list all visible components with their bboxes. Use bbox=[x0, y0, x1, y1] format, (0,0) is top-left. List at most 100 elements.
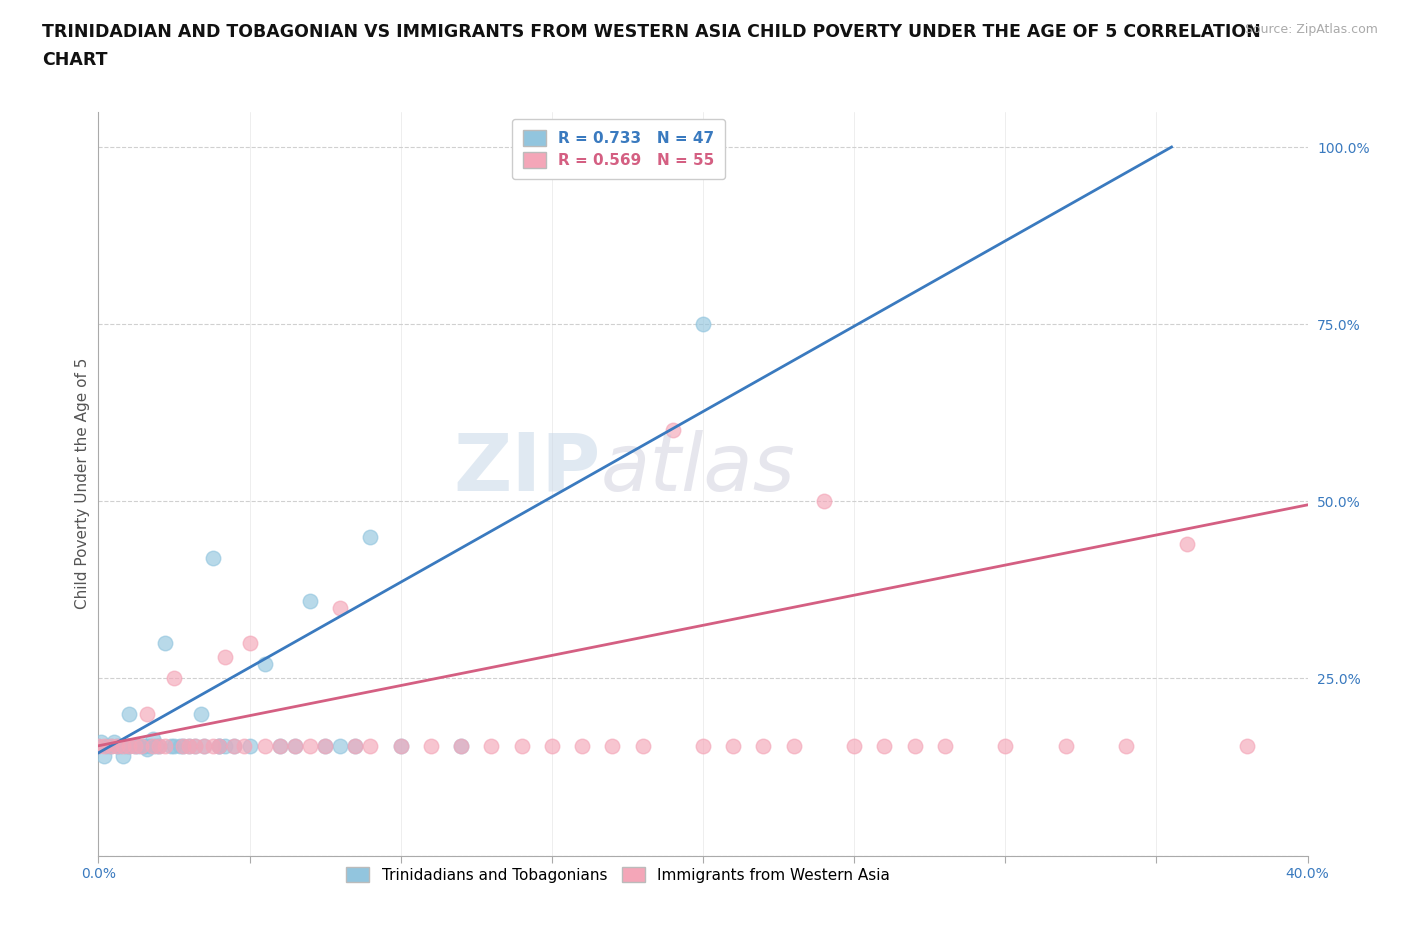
Point bbox=[100, 738, 122, 753]
Point bbox=[752, 738, 775, 753]
Point bbox=[389, 738, 412, 753]
Point bbox=[224, 738, 246, 753]
Point bbox=[139, 738, 162, 753]
Point bbox=[184, 738, 207, 753]
Point bbox=[904, 738, 927, 753]
Point bbox=[344, 738, 367, 753]
Point bbox=[105, 738, 128, 753]
Point bbox=[314, 738, 336, 753]
Point bbox=[450, 738, 472, 753]
Point bbox=[193, 738, 215, 753]
Point bbox=[103, 735, 125, 750]
Point bbox=[360, 738, 382, 753]
Point bbox=[481, 738, 503, 753]
Legend: Trinidadians and Tobagonians, Immigrants from Western Asia: Trinidadians and Tobagonians, Immigrants… bbox=[340, 860, 897, 889]
Point bbox=[163, 671, 186, 686]
Point bbox=[93, 749, 115, 764]
Point bbox=[389, 738, 412, 753]
Point bbox=[844, 738, 866, 753]
Text: ZIP: ZIP bbox=[453, 430, 600, 508]
Point bbox=[190, 707, 212, 722]
Point bbox=[172, 738, 194, 753]
Point bbox=[129, 738, 152, 753]
Point bbox=[148, 738, 170, 753]
Point bbox=[1115, 738, 1137, 753]
Point bbox=[87, 738, 110, 753]
Point bbox=[934, 738, 956, 753]
Point bbox=[87, 738, 110, 753]
Point bbox=[253, 738, 276, 753]
Point bbox=[344, 738, 367, 753]
Text: atlas: atlas bbox=[600, 430, 794, 508]
Point bbox=[169, 738, 191, 753]
Y-axis label: Child Poverty Under the Age of 5: Child Poverty Under the Age of 5 bbox=[75, 358, 90, 609]
Point bbox=[873, 738, 896, 753]
Point bbox=[148, 738, 170, 753]
Point bbox=[661, 423, 683, 438]
Text: CHART: CHART bbox=[42, 51, 108, 69]
Point bbox=[96, 738, 118, 753]
Point bbox=[208, 738, 231, 753]
Point bbox=[90, 735, 112, 750]
Point bbox=[160, 738, 183, 753]
Point bbox=[193, 738, 215, 753]
Point bbox=[114, 738, 136, 753]
Point bbox=[135, 742, 157, 757]
Point bbox=[269, 738, 291, 753]
Point bbox=[208, 738, 231, 753]
Point bbox=[93, 738, 115, 753]
Point bbox=[602, 738, 624, 753]
Point bbox=[179, 738, 201, 753]
Point bbox=[284, 738, 307, 753]
Point bbox=[540, 738, 562, 753]
Point bbox=[269, 738, 291, 753]
Point bbox=[1236, 738, 1258, 753]
Point bbox=[329, 738, 352, 753]
Point bbox=[179, 738, 201, 753]
Point bbox=[135, 707, 157, 722]
Point bbox=[1054, 738, 1077, 753]
Point bbox=[360, 529, 382, 544]
Point bbox=[232, 738, 254, 753]
Point bbox=[202, 738, 225, 753]
Point bbox=[202, 551, 225, 565]
Point bbox=[214, 738, 236, 753]
Point bbox=[284, 738, 307, 753]
Point bbox=[184, 738, 207, 753]
Point bbox=[163, 738, 186, 753]
Point bbox=[132, 738, 155, 753]
Point bbox=[142, 738, 165, 753]
Point bbox=[450, 738, 472, 753]
Point bbox=[118, 738, 141, 753]
Text: TRINIDADIAN AND TOBAGONIAN VS IMMIGRANTS FROM WESTERN ASIA CHILD POVERTY UNDER T: TRINIDADIAN AND TOBAGONIAN VS IMMIGRANTS… bbox=[42, 23, 1261, 41]
Text: Source: ZipAtlas.com: Source: ZipAtlas.com bbox=[1244, 23, 1378, 36]
Point bbox=[631, 738, 654, 753]
Point bbox=[692, 317, 714, 332]
Point bbox=[571, 738, 593, 753]
Point bbox=[224, 738, 246, 753]
Point bbox=[108, 738, 131, 753]
Point bbox=[510, 738, 533, 753]
Point bbox=[299, 738, 322, 753]
Point bbox=[692, 738, 714, 753]
Point bbox=[132, 738, 155, 753]
Point bbox=[124, 738, 146, 753]
Point bbox=[420, 738, 443, 753]
Point bbox=[105, 738, 128, 753]
Point bbox=[100, 738, 122, 753]
Point bbox=[813, 494, 835, 509]
Point bbox=[299, 593, 322, 608]
Point bbox=[214, 650, 236, 665]
Point bbox=[329, 600, 352, 615]
Point bbox=[208, 738, 231, 753]
Point bbox=[314, 738, 336, 753]
Point bbox=[142, 731, 165, 746]
Point bbox=[153, 738, 176, 753]
Point bbox=[127, 738, 149, 753]
Point bbox=[124, 738, 146, 753]
Point bbox=[118, 707, 141, 722]
Point bbox=[783, 738, 806, 753]
Point bbox=[118, 738, 141, 753]
Point bbox=[239, 738, 262, 753]
Point bbox=[239, 635, 262, 650]
